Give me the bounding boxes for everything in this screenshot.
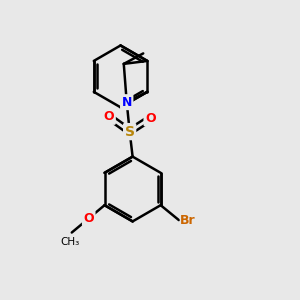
Text: N: N	[122, 96, 132, 109]
Text: Br: Br	[180, 214, 196, 226]
Text: O: O	[83, 212, 94, 225]
Text: O: O	[145, 112, 156, 125]
Text: S: S	[125, 124, 135, 139]
Text: O: O	[104, 110, 114, 123]
Text: CH₃: CH₃	[61, 237, 80, 247]
